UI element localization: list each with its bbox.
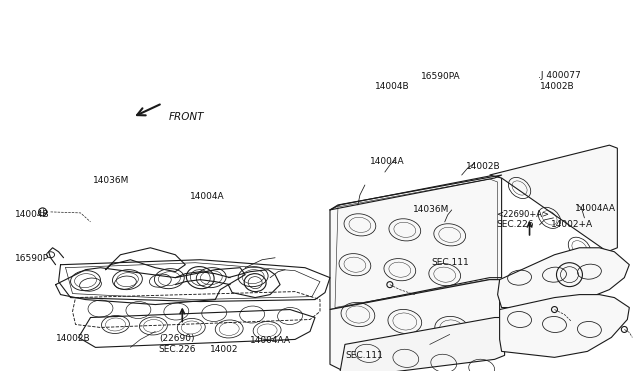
Text: 14002: 14002 bbox=[210, 346, 239, 355]
Text: 14004A: 14004A bbox=[370, 157, 404, 166]
Text: (22690): (22690) bbox=[159, 334, 195, 343]
Polygon shape bbox=[500, 295, 629, 357]
Text: SEC.111: SEC.111 bbox=[345, 352, 383, 360]
Polygon shape bbox=[330, 280, 500, 369]
Polygon shape bbox=[498, 248, 629, 308]
Text: 14004A: 14004A bbox=[190, 192, 225, 201]
Polygon shape bbox=[340, 318, 504, 372]
Text: 16590PA: 16590PA bbox=[420, 73, 460, 81]
Text: 14002B: 14002B bbox=[540, 82, 574, 92]
Text: 14004B: 14004B bbox=[375, 82, 410, 92]
Text: 14004AA: 14004AA bbox=[575, 204, 616, 213]
Text: 14004B: 14004B bbox=[15, 210, 49, 219]
Text: 14002B: 14002B bbox=[56, 334, 90, 343]
Text: 14036M: 14036M bbox=[413, 205, 449, 214]
Text: .J 400077: .J 400077 bbox=[538, 71, 580, 80]
Text: 14004AA: 14004AA bbox=[250, 336, 291, 346]
Polygon shape bbox=[330, 175, 502, 310]
Text: SEC.226: SEC.226 bbox=[497, 220, 534, 229]
Text: <22690+A>: <22690+A> bbox=[497, 210, 550, 219]
Text: SEC.111: SEC.111 bbox=[432, 258, 470, 267]
Text: 14036M: 14036M bbox=[93, 176, 129, 185]
Text: FRONT: FRONT bbox=[168, 112, 204, 122]
Text: 14002+A: 14002+A bbox=[550, 220, 593, 229]
Text: 16590P: 16590P bbox=[15, 254, 49, 263]
Text: SEC.226: SEC.226 bbox=[158, 346, 196, 355]
Text: 14002B: 14002B bbox=[466, 162, 500, 171]
Polygon shape bbox=[490, 145, 618, 252]
